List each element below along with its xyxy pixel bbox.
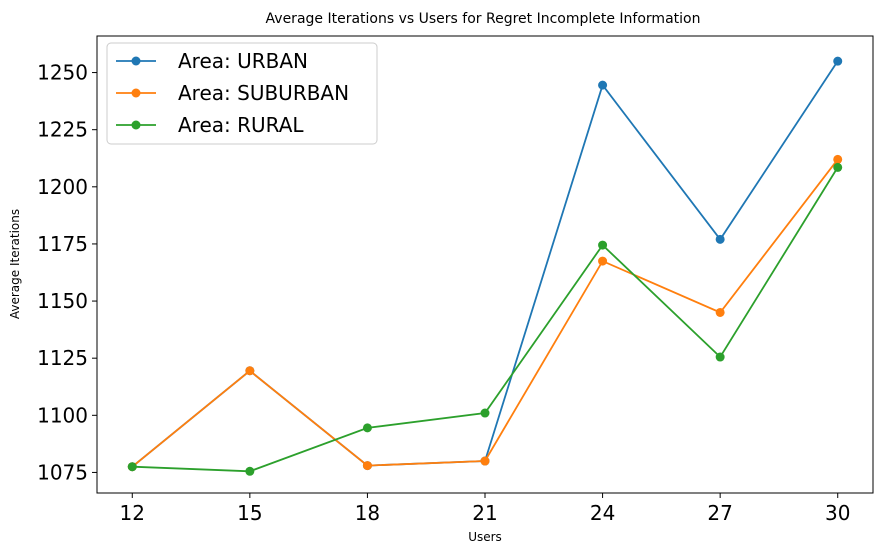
series-2 xyxy=(127,162,843,476)
y-tick-label: 1075 xyxy=(37,460,88,484)
axis-ticks: 12 15 18 21 24 27 30 1075 1100 1125 1150 1175 1200 12… xyxy=(37,61,850,525)
y-tick-label: 1250 xyxy=(37,61,88,85)
y-tick-label: 1175 xyxy=(37,232,88,256)
data-point xyxy=(833,56,843,66)
x-tick-label: 27 xyxy=(707,501,732,525)
data-point xyxy=(127,462,137,472)
data-point xyxy=(598,80,608,90)
data-point xyxy=(480,456,490,466)
y-tick-label: 1200 xyxy=(37,175,88,199)
data-point xyxy=(833,154,843,164)
legend-box xyxy=(106,42,378,145)
y-tick-label: 1225 xyxy=(37,118,88,142)
x-tick-label: 24 xyxy=(590,501,615,525)
data-point xyxy=(598,256,608,266)
data-point xyxy=(715,352,725,362)
y-tick-label: 1150 xyxy=(37,289,88,313)
legend-label: Area: URBAN xyxy=(178,49,308,73)
legend-label: Area: SUBURBAN xyxy=(178,81,349,105)
legend-label: Area: RURAL xyxy=(178,113,304,137)
legend-marker xyxy=(131,88,141,98)
y-axis-label: Average Iterations xyxy=(8,209,22,319)
data-point xyxy=(715,234,725,244)
data-point xyxy=(245,466,255,476)
x-tick-label: 18 xyxy=(355,501,380,525)
x-tick-label: 21 xyxy=(472,501,497,525)
legend: Area: URBAN Area: SUBURBAN Area: RURAL xyxy=(106,42,378,145)
data-point xyxy=(362,423,372,433)
data-point xyxy=(480,408,490,418)
y-tick-label: 1125 xyxy=(37,346,88,370)
data-point xyxy=(715,307,725,317)
data-point xyxy=(598,240,608,250)
legend-marker xyxy=(131,56,141,66)
x-tick-label: 12 xyxy=(120,501,145,525)
legend-marker xyxy=(131,120,141,130)
data-point xyxy=(245,366,255,376)
data-point xyxy=(833,162,843,172)
series-layer xyxy=(127,56,843,476)
y-tick-label: 1100 xyxy=(37,403,88,427)
data-point xyxy=(362,461,372,471)
x-axis-label: Users xyxy=(468,530,502,544)
x-tick-label: 15 xyxy=(237,501,262,525)
chart-title: Average Iterations vs Users for Regret I… xyxy=(266,11,701,27)
x-tick-label: 30 xyxy=(825,501,850,525)
series-1 xyxy=(127,154,843,472)
